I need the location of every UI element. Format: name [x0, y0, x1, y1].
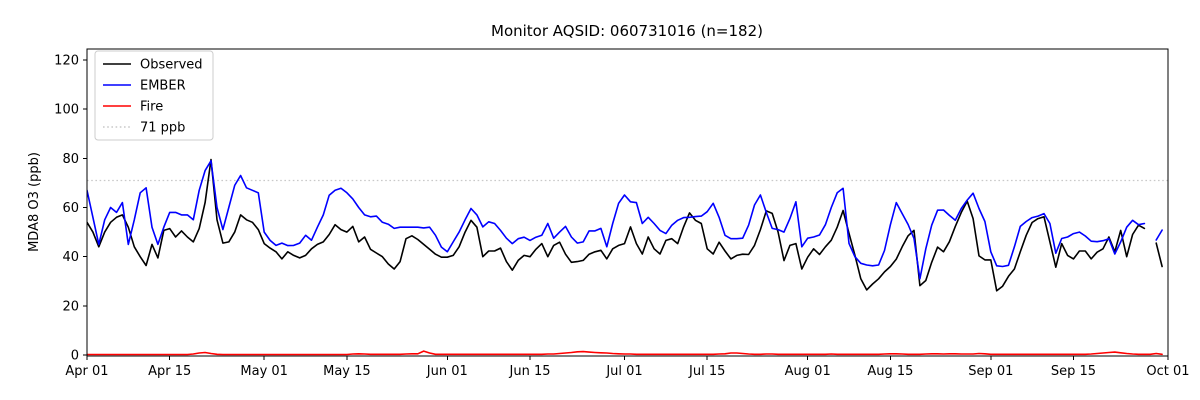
x-tick-label: May 15	[323, 364, 371, 379]
y-axis-ticks: 0 20 40 60 80 100 120	[54, 54, 87, 364]
plot-border	[86, 48, 1169, 357]
legend-box	[94, 50, 214, 141]
legend-item-label: EMBER	[140, 79, 186, 94]
y-tick-label: 80	[62, 152, 79, 167]
y-axis-label: MDA8 O3 (ppb)	[27, 152, 42, 252]
y-tick-label: 60	[62, 201, 79, 216]
series-lines	[87, 158, 1163, 356]
x-tick-label: Sep 01	[968, 364, 1013, 379]
y-tick-label: 40	[62, 250, 79, 265]
legend-item-label: Fire	[140, 100, 163, 115]
legend-item-label: 71 ppb	[140, 121, 185, 136]
x-axis-ticks: Apr 01 Apr 15 May 01 May 15 Jun 01 Jun 15 Jul …	[65, 356, 1190, 379]
legend-item-fire: Fire	[103, 100, 163, 115]
x-tick-label: Sep 15	[1051, 364, 1096, 379]
x-tick-label: Jun 15	[509, 364, 551, 379]
series-ember-line	[87, 160, 1163, 280]
series-fire-line	[87, 350, 1163, 356]
x-tick-label: Apr 15	[148, 364, 191, 379]
x-tick-label: May 01	[240, 364, 288, 379]
x-tick-label: Aug 15	[867, 364, 913, 379]
legend-item-ember: EMBER	[103, 79, 186, 94]
series-observed-line	[87, 158, 1163, 292]
x-tick-label: Jun 01	[426, 364, 468, 379]
x-tick-label: Jul 15	[688, 364, 725, 379]
x-tick-label: Oct 01	[1146, 364, 1189, 379]
y-tick-label: 0	[71, 349, 79, 364]
y-tick-label: 120	[54, 54, 79, 69]
y-tick-label: 20	[62, 299, 79, 314]
chart-title: Monitor AQSID: 060731016 (n=182)	[491, 22, 763, 40]
x-tick-label: Aug 01	[785, 364, 831, 379]
x-tick-label: Jul 01	[605, 364, 642, 379]
legend-item-observed: Observed	[103, 58, 203, 73]
legend-item-label: Observed	[140, 58, 203, 73]
x-tick-label: Apr 01	[65, 364, 108, 379]
y-tick-label: 100	[54, 103, 79, 118]
legend-item-71-ppb: 71 ppb	[103, 121, 185, 136]
legend: Observed EMBER Fire 71 ppb	[94, 50, 214, 141]
